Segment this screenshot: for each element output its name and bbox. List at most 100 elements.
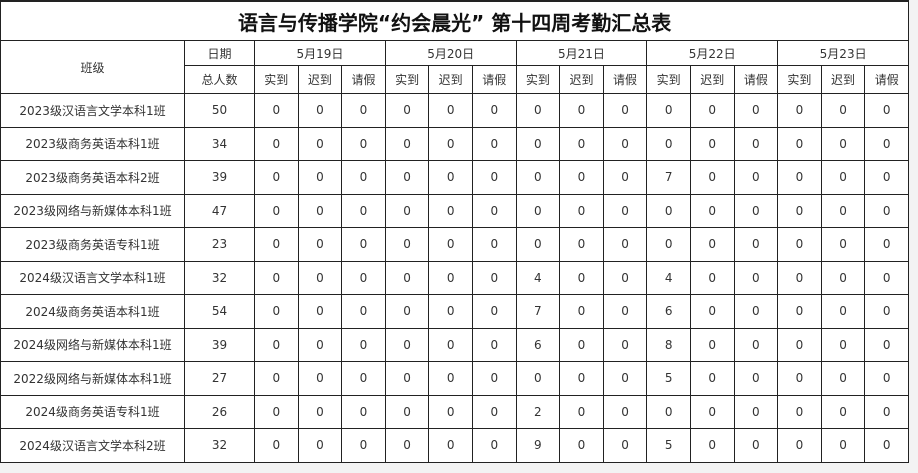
value-cell: 0: [428, 160, 473, 195]
value-cell: 0: [297, 428, 343, 463]
class-name-cell: 2024级商务英语本科1班: [0, 294, 185, 329]
value-cell: 0: [820, 327, 866, 362]
value-cell: 0: [559, 394, 604, 429]
value-cell: 0: [777, 126, 822, 161]
value-cell: 0: [602, 160, 648, 195]
value-cell: 0: [777, 193, 822, 228]
value-cell: 0: [689, 361, 735, 396]
value-cell: 0: [864, 260, 910, 295]
present-header: 实到: [384, 65, 430, 94]
value-cell: 0: [384, 93, 430, 128]
value-cell: 0: [602, 428, 648, 463]
value-cell: 0: [602, 126, 648, 161]
value-cell: 0: [733, 160, 779, 195]
value-cell: 0: [733, 227, 779, 262]
value-cell: 0: [384, 394, 430, 429]
value-cell: 0: [777, 294, 822, 329]
value-cell: 0: [471, 227, 517, 262]
late-header: 迟到: [689, 65, 735, 94]
value-cell: 0: [515, 227, 561, 262]
value-cell: 0: [689, 394, 735, 429]
date-header-4: 5月22日: [646, 40, 779, 66]
value-cell: 0: [254, 361, 299, 396]
value-cell: 0: [428, 394, 473, 429]
leave-header: 请假: [733, 65, 779, 94]
date-header-2: 5月20日: [384, 40, 517, 66]
leave-header: 请假: [602, 65, 648, 94]
value-cell: 0: [820, 428, 866, 463]
value-cell: 0: [471, 294, 517, 329]
value-cell: 0: [559, 93, 604, 128]
value-cell: 0: [297, 193, 343, 228]
value-cell: 0: [733, 428, 779, 463]
value-cell: 0: [777, 428, 822, 463]
date-header-1: 5月19日: [254, 40, 386, 66]
value-cell: 0: [559, 428, 604, 463]
value-cell: 0: [559, 260, 604, 295]
value-cell: 0: [471, 193, 517, 228]
value-cell: 0: [341, 294, 386, 329]
table-row: 2023级商务英语本科2班 39 0 0 0 0 0 0 0 0 0 7 0 0 0 0 0: [0, 160, 910, 195]
total-cell: 27: [184, 361, 255, 396]
class-name-cell: 2023级汉语言文学本科1班: [0, 93, 185, 128]
value-cell: 0: [602, 260, 648, 295]
value-cell: 0: [341, 260, 386, 295]
value-cell: 0: [733, 193, 779, 228]
value-cell: 0: [777, 327, 822, 362]
value-cell: 0: [864, 294, 910, 329]
value-cell: 0: [471, 93, 517, 128]
value-cell: 0: [689, 327, 735, 362]
value-cell: 0: [297, 327, 343, 362]
total-cell: 54: [184, 294, 255, 329]
value-cell: 0: [515, 93, 561, 128]
class-name-cell: 2024级汉语言文学本科2班: [0, 428, 185, 463]
value-cell: 5: [646, 361, 691, 396]
value-cell: 0: [864, 327, 910, 362]
value-cell: 0: [689, 428, 735, 463]
attendance-sheet: 语言与传播学院“约会晨光” 第十四周考勤汇总表 班级 日期 5月19日 5月20日…: [0, 0, 910, 463]
value-cell: 0: [689, 93, 735, 128]
value-cell: 0: [428, 428, 473, 463]
table-row: 2024级商务英语本科1班 54 0 0 0 0 0 0 7 0 0 6 0 0 0 0 0: [0, 294, 910, 329]
class-header: 班级: [0, 40, 185, 94]
late-header: 迟到: [559, 65, 604, 94]
value-cell: 0: [254, 227, 299, 262]
table-title: 语言与传播学院“约会晨光” 第十四周考勤汇总表: [0, 0, 910, 41]
value-cell: 0: [471, 327, 517, 362]
value-cell: 0: [602, 394, 648, 429]
value-cell: 0: [820, 160, 866, 195]
value-cell: 6: [646, 294, 691, 329]
value-cell: 0: [820, 394, 866, 429]
table-row: 2023级商务英语本科1班 34 0 0 0 0 0 0 0 0 0 0 0 0 0 0 0: [0, 126, 910, 161]
value-cell: 0: [384, 193, 430, 228]
value-cell: 7: [515, 294, 561, 329]
total-cell: 32: [184, 260, 255, 295]
total-cell: 26: [184, 394, 255, 429]
value-cell: 0: [864, 160, 910, 195]
value-cell: 0: [820, 227, 866, 262]
value-cell: 0: [297, 361, 343, 396]
value-cell: 0: [864, 361, 910, 396]
value-cell: 0: [428, 361, 473, 396]
value-cell: 0: [384, 126, 430, 161]
value-cell: 0: [733, 260, 779, 295]
value-cell: 0: [864, 394, 910, 429]
total-cell: 23: [184, 227, 255, 262]
present-header: 实到: [254, 65, 299, 94]
total-cell: 39: [184, 160, 255, 195]
class-name-cell: 2023级商务英语专科1班: [0, 227, 185, 262]
value-cell: 0: [384, 260, 430, 295]
value-cell: 2: [515, 394, 561, 429]
class-name-cell: 2023级商务英语本科2班: [0, 160, 185, 195]
value-cell: 0: [471, 361, 517, 396]
leave-header: 请假: [864, 65, 910, 94]
table-row: 2024级网络与新媒体本科1班 39 0 0 0 0 0 0 6 0 0 8 0 0 0 0 0: [0, 327, 910, 362]
value-cell: 0: [471, 260, 517, 295]
total-header: 总人数: [184, 65, 255, 94]
value-cell: 0: [777, 260, 822, 295]
value-cell: 0: [646, 394, 691, 429]
value-cell: 0: [559, 361, 604, 396]
value-cell: 0: [254, 193, 299, 228]
value-cell: 0: [733, 294, 779, 329]
late-header: 迟到: [297, 65, 343, 94]
